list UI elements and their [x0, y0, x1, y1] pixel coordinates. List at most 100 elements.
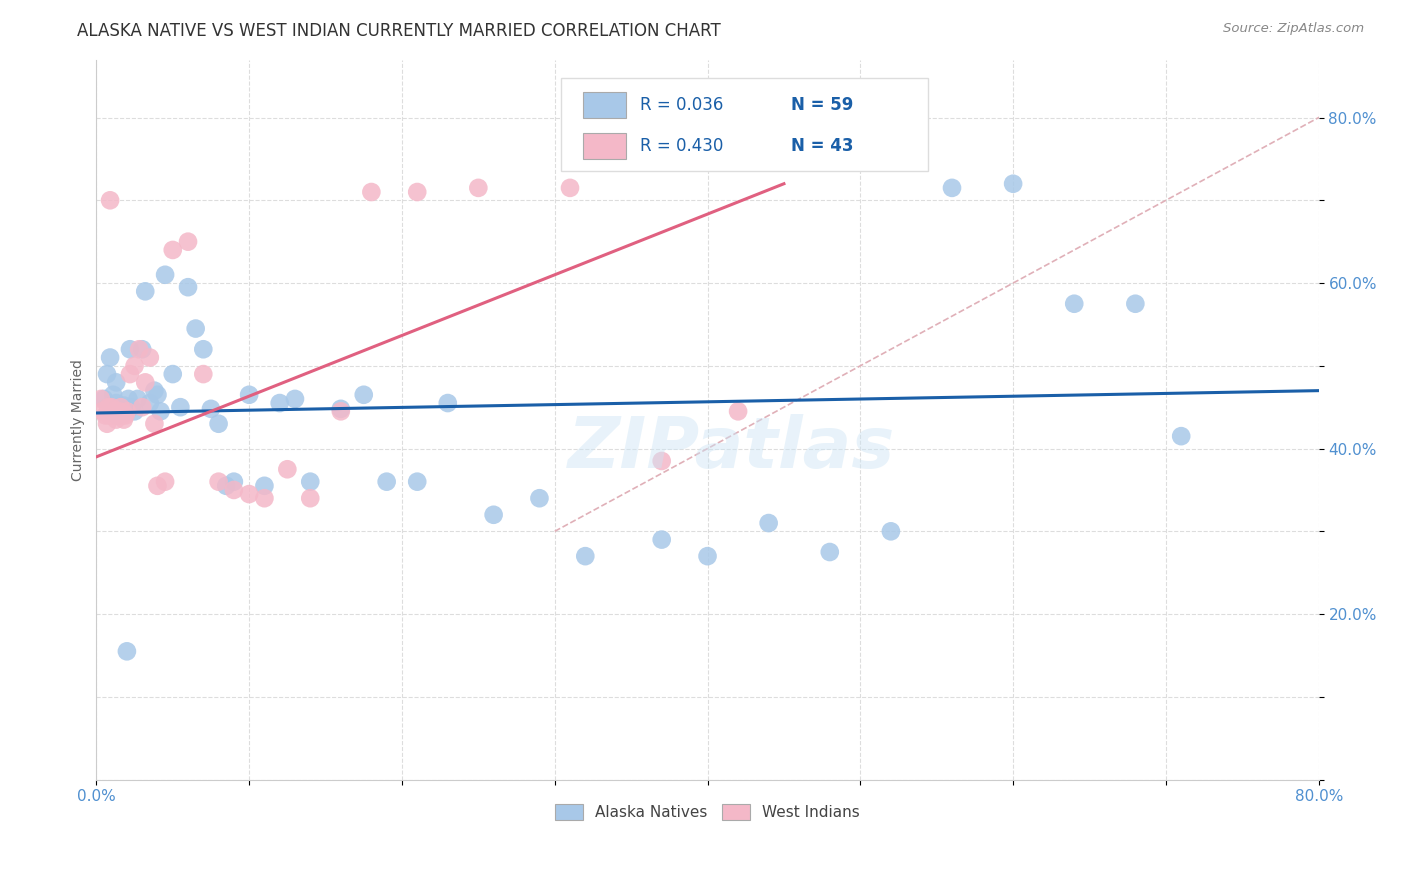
- Point: [127, 392, 149, 406]
- Point: [696, 549, 718, 563]
- Point: [111, 409, 134, 423]
- Point: [941, 181, 963, 195]
- Point: [98, 409, 121, 423]
- FancyBboxPatch shape: [561, 78, 928, 171]
- Point: [1002, 177, 1025, 191]
- Point: [651, 454, 673, 468]
- Point: [329, 404, 352, 418]
- Point: [353, 388, 375, 402]
- Point: [104, 400, 127, 414]
- Point: [131, 400, 153, 414]
- Point: [146, 479, 169, 493]
- Point: [215, 479, 238, 493]
- Point: [96, 417, 118, 431]
- Point: [651, 533, 673, 547]
- Point: [107, 409, 129, 423]
- Point: [162, 243, 184, 257]
- Point: [115, 644, 138, 658]
- Point: [284, 392, 307, 406]
- Point: [112, 399, 135, 413]
- Point: [222, 483, 245, 497]
- Point: [114, 409, 136, 423]
- Point: [124, 359, 146, 373]
- Point: [558, 181, 581, 195]
- Point: [143, 417, 166, 431]
- Text: R = 0.036: R = 0.036: [640, 96, 724, 114]
- Point: [193, 367, 215, 381]
- Point: [143, 384, 166, 398]
- Point: [91, 404, 114, 418]
- Point: [128, 343, 150, 357]
- Text: N = 59: N = 59: [790, 96, 853, 114]
- Point: [1125, 297, 1147, 311]
- Point: [177, 280, 200, 294]
- Point: [162, 367, 184, 381]
- Point: [98, 194, 121, 208]
- Point: [169, 400, 191, 414]
- Text: R = 0.430: R = 0.430: [640, 137, 724, 155]
- Point: [124, 404, 146, 418]
- Text: N = 43: N = 43: [790, 137, 853, 155]
- Point: [104, 404, 127, 418]
- Point: [207, 417, 229, 431]
- Point: [117, 392, 139, 406]
- Point: [114, 404, 136, 418]
- Legend: Alaska Natives, West Indians: Alaska Natives, West Indians: [548, 797, 866, 826]
- Point: [529, 491, 551, 506]
- Point: [184, 321, 207, 335]
- FancyBboxPatch shape: [583, 134, 626, 159]
- Point: [105, 376, 128, 390]
- Point: [134, 376, 156, 390]
- Point: [574, 549, 596, 563]
- Point: [193, 343, 215, 357]
- Point: [149, 404, 172, 418]
- Point: [1063, 297, 1085, 311]
- Point: [134, 285, 156, 299]
- Point: [93, 392, 115, 406]
- Point: [118, 367, 141, 381]
- Point: [94, 409, 117, 423]
- Point: [299, 491, 322, 506]
- Point: [467, 181, 489, 195]
- Point: [238, 388, 260, 402]
- Point: [108, 404, 131, 418]
- Point: [131, 343, 153, 357]
- Point: [153, 475, 176, 489]
- Point: [758, 516, 780, 530]
- Point: [727, 404, 749, 418]
- Point: [121, 400, 143, 414]
- Point: [153, 268, 176, 282]
- Y-axis label: Currently Married: Currently Married: [72, 359, 86, 481]
- Point: [139, 396, 162, 410]
- Point: [110, 400, 132, 414]
- Point: [406, 475, 429, 489]
- Point: [115, 404, 138, 418]
- Point: [406, 185, 429, 199]
- Point: [100, 400, 122, 414]
- Point: [276, 462, 298, 476]
- Point: [101, 388, 124, 402]
- Point: [360, 185, 382, 199]
- Point: [96, 367, 118, 381]
- Point: [101, 409, 124, 423]
- Point: [112, 412, 135, 426]
- Point: [100, 404, 122, 418]
- Point: [108, 400, 131, 414]
- Text: ALASKA NATIVE VS WEST INDIAN CURRENTLY MARRIED CORRELATION CHART: ALASKA NATIVE VS WEST INDIAN CURRENTLY M…: [77, 22, 721, 40]
- Point: [818, 545, 841, 559]
- Point: [105, 412, 128, 426]
- Point: [299, 475, 322, 489]
- Point: [238, 487, 260, 501]
- Point: [146, 388, 169, 402]
- Point: [90, 392, 112, 406]
- Point: [139, 351, 162, 365]
- Point: [105, 396, 128, 410]
- Point: [111, 407, 134, 421]
- Point: [482, 508, 505, 522]
- Point: [329, 401, 352, 416]
- Point: [253, 491, 276, 506]
- Point: [222, 475, 245, 489]
- FancyBboxPatch shape: [583, 93, 626, 118]
- Point: [118, 343, 141, 357]
- Point: [110, 401, 132, 416]
